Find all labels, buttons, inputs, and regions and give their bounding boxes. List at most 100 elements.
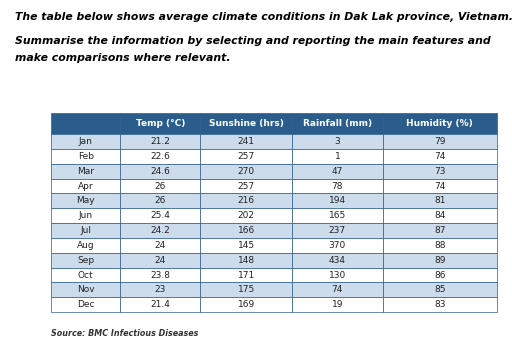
Bar <box>51 164 120 179</box>
Bar <box>51 282 120 297</box>
Bar <box>200 193 292 208</box>
Bar <box>200 113 292 134</box>
Text: Oct: Oct <box>78 271 94 280</box>
Bar <box>292 164 383 179</box>
Text: 145: 145 <box>238 241 254 250</box>
Bar <box>292 268 383 282</box>
Text: 237: 237 <box>329 226 346 235</box>
Bar <box>200 253 292 268</box>
Text: 21.2: 21.2 <box>151 137 170 146</box>
Text: 370: 370 <box>329 241 346 250</box>
Text: 257: 257 <box>238 181 254 190</box>
Text: 3: 3 <box>334 137 340 146</box>
Bar <box>292 134 383 149</box>
Text: Jan: Jan <box>79 137 93 146</box>
Bar <box>292 208 383 223</box>
Bar <box>51 193 120 208</box>
Bar <box>200 223 292 238</box>
Text: 26: 26 <box>155 181 166 190</box>
Bar <box>51 113 120 134</box>
Text: 74: 74 <box>434 152 445 161</box>
Bar <box>383 179 497 193</box>
Bar <box>120 223 200 238</box>
Text: 74: 74 <box>434 181 445 190</box>
Bar <box>200 297 292 312</box>
Bar <box>383 253 497 268</box>
Bar <box>200 238 292 253</box>
Bar <box>383 238 497 253</box>
Text: 165: 165 <box>329 211 346 220</box>
Text: 81: 81 <box>434 196 445 205</box>
Text: 83: 83 <box>434 300 445 309</box>
Text: 86: 86 <box>434 271 445 280</box>
Text: 24: 24 <box>155 241 166 250</box>
Bar <box>120 297 200 312</box>
Bar <box>51 223 120 238</box>
Text: Summarise the information by selecting and reporting the main features and: Summarise the information by selecting a… <box>15 36 491 46</box>
Text: 24: 24 <box>155 256 166 265</box>
Bar <box>292 238 383 253</box>
Bar <box>120 179 200 193</box>
Text: 74: 74 <box>332 285 343 294</box>
Text: May: May <box>76 196 95 205</box>
Bar <box>120 113 200 134</box>
Text: 87: 87 <box>434 226 445 235</box>
Text: Apr: Apr <box>78 181 94 190</box>
Text: 241: 241 <box>238 137 254 146</box>
Text: 89: 89 <box>434 256 445 265</box>
Bar <box>51 268 120 282</box>
Text: Temp (°C): Temp (°C) <box>136 119 185 128</box>
Bar <box>51 253 120 268</box>
Text: 24.2: 24.2 <box>151 226 170 235</box>
Text: 88: 88 <box>434 241 445 250</box>
Bar <box>292 282 383 297</box>
Bar <box>120 282 200 297</box>
Bar <box>200 149 292 164</box>
Bar <box>120 253 200 268</box>
Bar <box>120 193 200 208</box>
Text: Feb: Feb <box>78 152 94 161</box>
Bar <box>383 268 497 282</box>
Text: Mar: Mar <box>77 167 94 176</box>
Text: 175: 175 <box>238 285 254 294</box>
Text: 130: 130 <box>329 271 346 280</box>
Text: Sunshine (hrs): Sunshine (hrs) <box>209 119 284 128</box>
Text: 148: 148 <box>238 256 254 265</box>
Bar <box>200 164 292 179</box>
Bar <box>292 113 383 134</box>
Text: 169: 169 <box>238 300 254 309</box>
Bar <box>383 149 497 164</box>
Text: make comparisons where relevant.: make comparisons where relevant. <box>15 53 231 63</box>
Bar <box>51 179 120 193</box>
Text: Jul: Jul <box>80 226 91 235</box>
Bar <box>292 253 383 268</box>
Bar <box>120 149 200 164</box>
Text: Nov: Nov <box>77 285 95 294</box>
Bar <box>383 193 497 208</box>
Text: Aug: Aug <box>77 241 95 250</box>
Bar <box>120 164 200 179</box>
Text: 434: 434 <box>329 256 346 265</box>
Text: 79: 79 <box>434 137 445 146</box>
Text: 24.6: 24.6 <box>151 167 170 176</box>
Text: 21.4: 21.4 <box>151 300 170 309</box>
Bar <box>120 208 200 223</box>
Bar <box>51 208 120 223</box>
Text: 25.4: 25.4 <box>151 211 170 220</box>
Text: 85: 85 <box>434 285 445 294</box>
Text: The table below shows average climate conditions in Dak Lak province, Vietnam.: The table below shows average climate co… <box>15 12 512 22</box>
Text: 47: 47 <box>332 167 343 176</box>
Bar <box>383 164 497 179</box>
Text: 216: 216 <box>238 196 254 205</box>
Bar <box>292 223 383 238</box>
Bar <box>383 297 497 312</box>
Text: 26: 26 <box>155 196 166 205</box>
Bar <box>383 282 497 297</box>
Bar <box>200 268 292 282</box>
Text: Jun: Jun <box>79 211 93 220</box>
Text: 84: 84 <box>434 211 445 220</box>
Bar <box>200 179 292 193</box>
Text: 78: 78 <box>332 181 343 190</box>
Bar <box>292 193 383 208</box>
Text: 270: 270 <box>238 167 254 176</box>
